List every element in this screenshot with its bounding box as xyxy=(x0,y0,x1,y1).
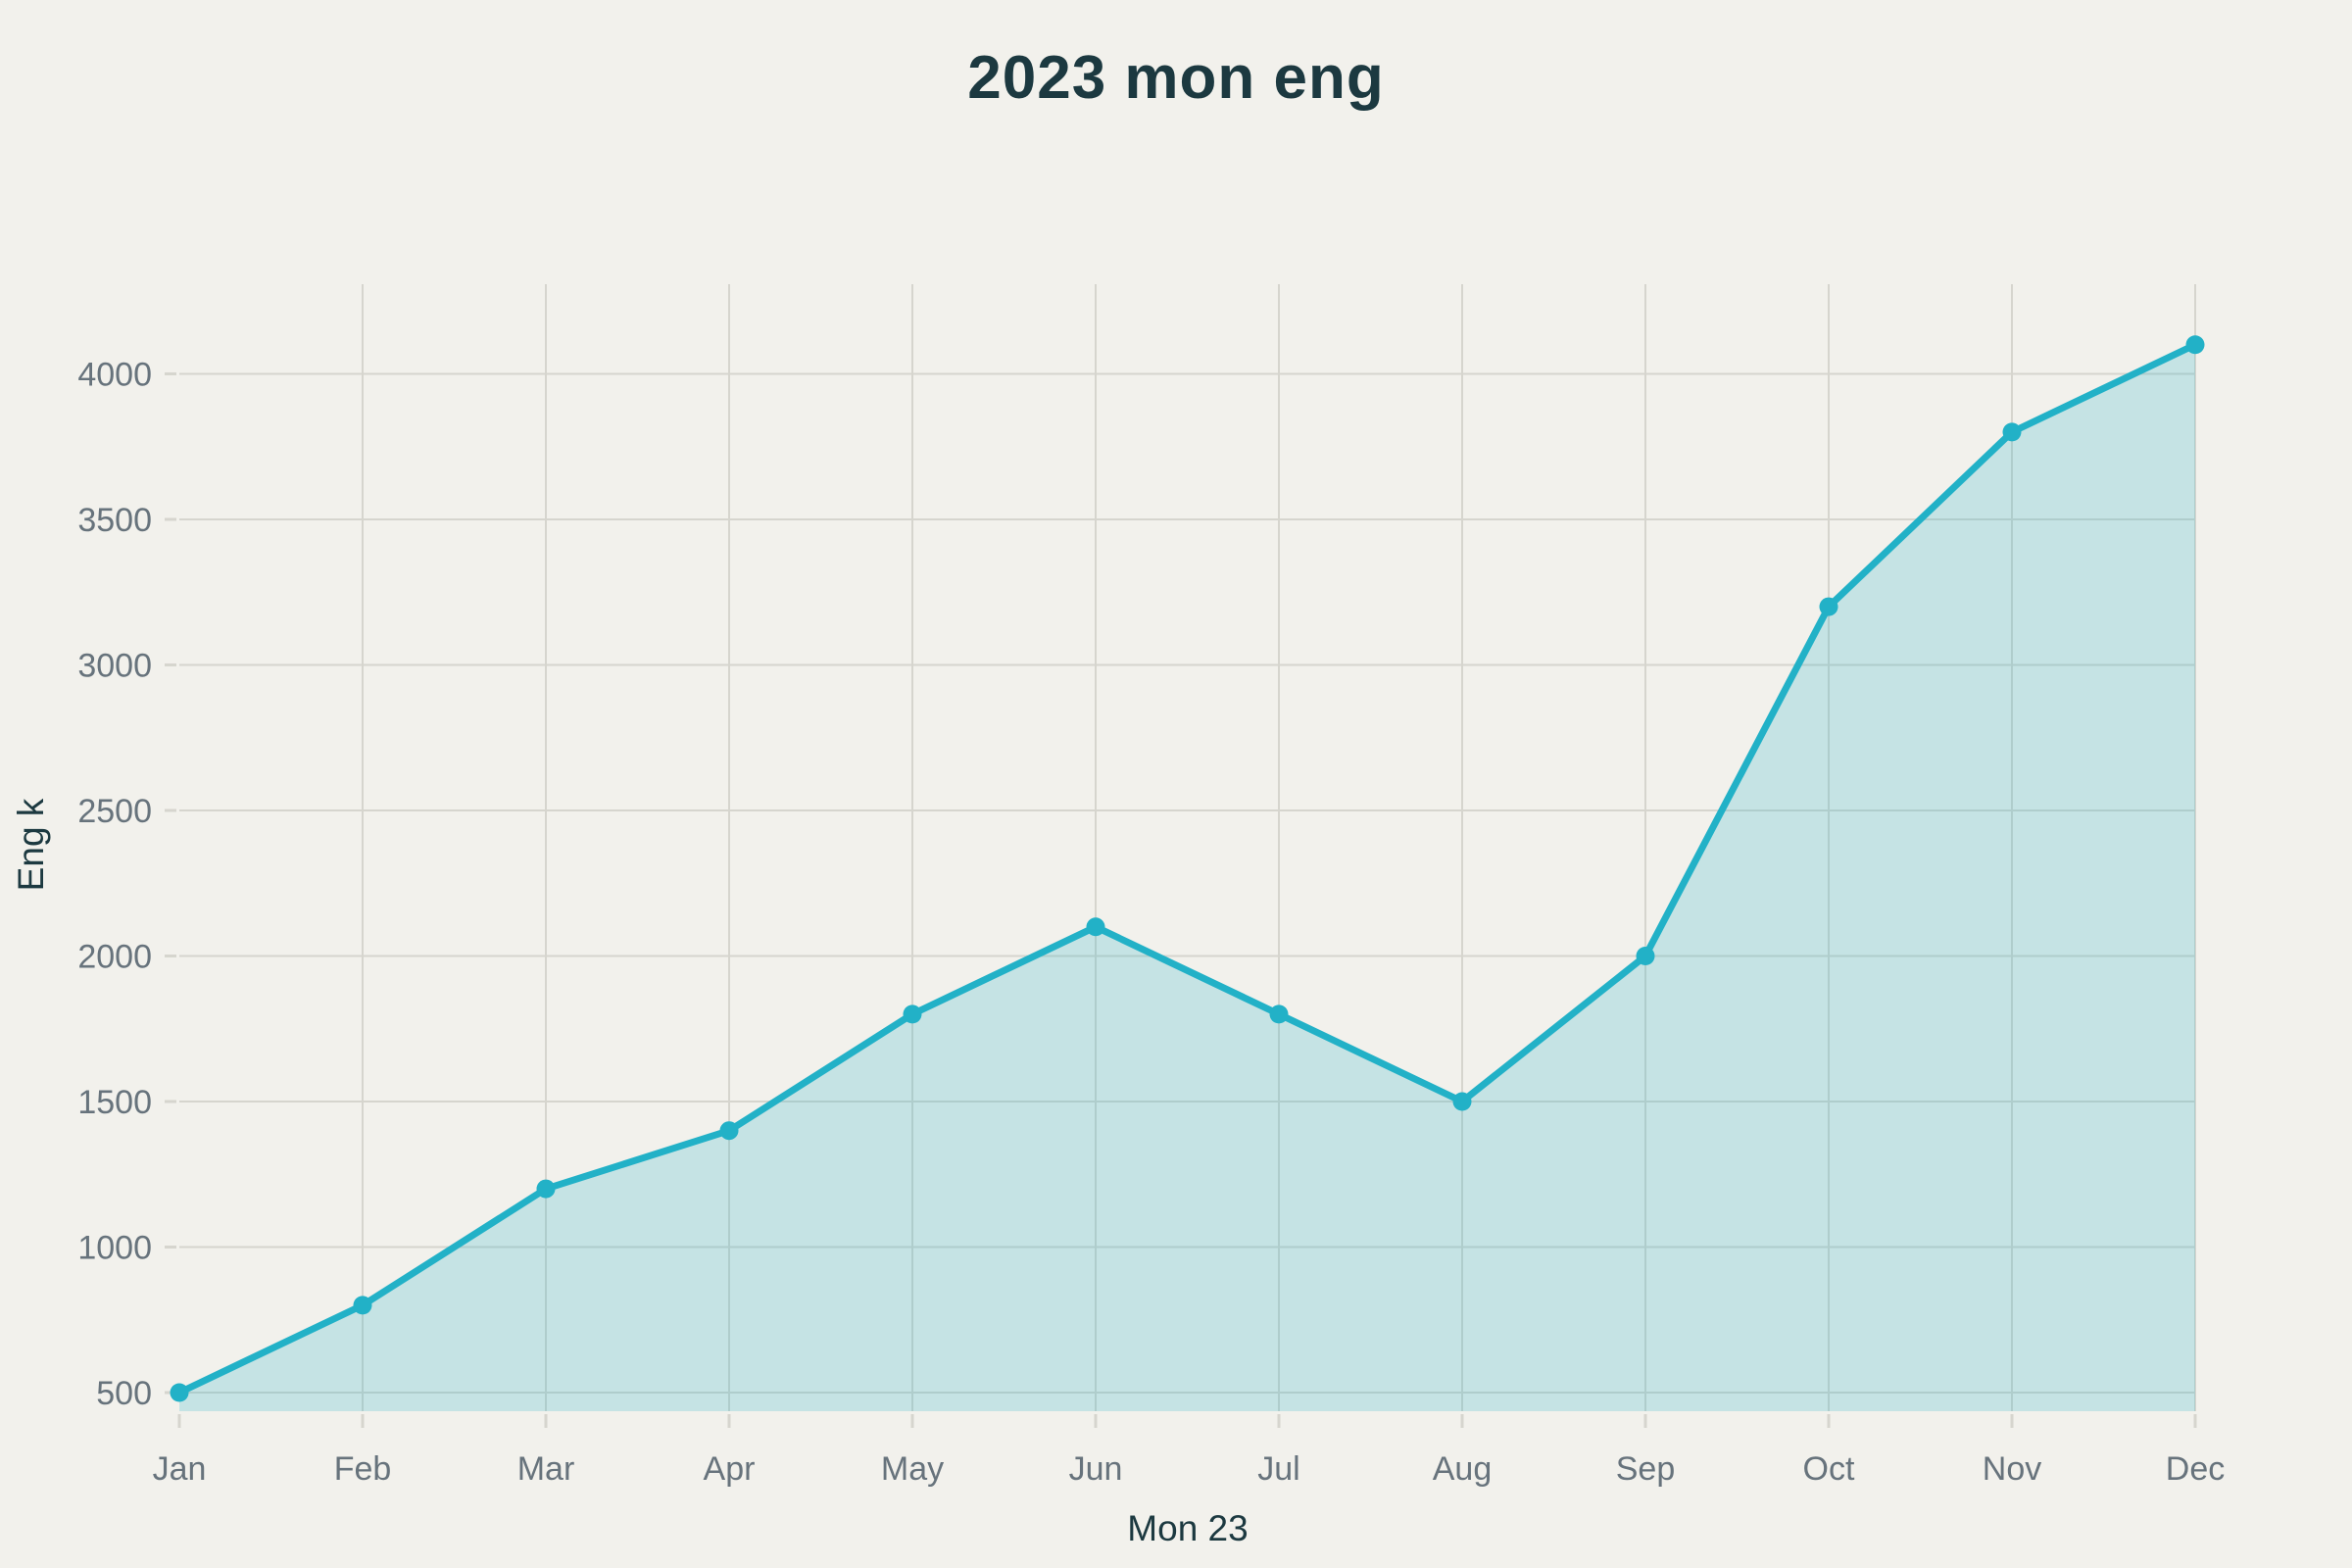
series-line xyxy=(175,341,2199,1396)
y-tick-label: 1000 xyxy=(77,1229,152,1266)
x-tick-label: May xyxy=(881,1450,944,1488)
y-tick-label: 2500 xyxy=(77,793,152,830)
data-point-mar[interactable] xyxy=(536,1179,556,1199)
y-tick-label: 3000 xyxy=(77,647,152,684)
data-point-jan[interactable] xyxy=(170,1383,189,1402)
x-tick-label: Jan xyxy=(153,1450,207,1488)
series-area xyxy=(179,344,2195,1411)
x-axis-title: Mon 23 xyxy=(1127,1508,1249,1548)
x-tick-label: Apr xyxy=(704,1450,756,1488)
y-tick-label: 500 xyxy=(96,1375,152,1412)
data-point-aug[interactable] xyxy=(1452,1092,1472,1111)
x-tick-label: Nov xyxy=(1983,1450,2041,1488)
x-tick-label: Jul xyxy=(1257,1450,1299,1488)
data-point-nov[interactable] xyxy=(2002,422,2022,442)
x-tick-label: Feb xyxy=(334,1450,392,1488)
x-tick-label: Sep xyxy=(1616,1450,1676,1488)
data-point-oct[interactable] xyxy=(1819,597,1838,616)
x-tick-label: Mar xyxy=(517,1450,575,1488)
y-tick-label: 1500 xyxy=(77,1084,152,1121)
x-tick-label: Aug xyxy=(1433,1450,1493,1488)
y-tick-label: 3500 xyxy=(77,502,152,539)
data-point-sep[interactable] xyxy=(1636,946,1655,965)
x-tick-label: Jun xyxy=(1069,1450,1123,1488)
y-tick-label: 4000 xyxy=(77,356,152,393)
chart-title: 2023 mon eng xyxy=(967,44,1385,112)
x-tick-label: Oct xyxy=(1803,1450,1855,1488)
data-point-jul[interactable] xyxy=(1269,1004,1289,1024)
data-point-dec[interactable] xyxy=(2185,335,2205,355)
data-point-jun[interactable] xyxy=(1086,917,1105,937)
data-point-may[interactable] xyxy=(903,1004,922,1024)
data-point-feb[interactable] xyxy=(353,1296,372,1315)
data-point-apr[interactable] xyxy=(719,1121,739,1141)
y-tick-label: 2000 xyxy=(77,938,152,975)
x-tick-label: Dec xyxy=(2166,1450,2225,1488)
